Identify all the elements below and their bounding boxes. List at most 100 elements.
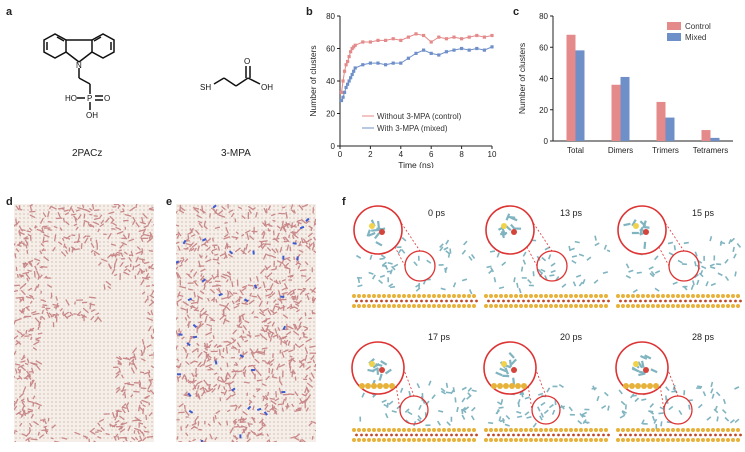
lattice-dot [217, 337, 219, 339]
lattice-dot [23, 217, 25, 219]
lattice-dot [181, 249, 183, 251]
lattice-dot [31, 289, 33, 291]
lattice-dot [15, 377, 17, 379]
molecule [28, 294, 35, 300]
lattice-dot [27, 389, 29, 391]
lattice-dot [257, 257, 259, 259]
molecule [135, 256, 139, 263]
lattice-dot [265, 237, 267, 239]
lattice-dot [43, 273, 45, 275]
lattice-dot [115, 385, 117, 387]
lattice-dot [83, 269, 85, 271]
molecule [140, 270, 146, 274]
lattice-dot [95, 393, 97, 395]
lattice-dot [71, 337, 73, 339]
lattice-dot [95, 229, 97, 231]
lattice-dot [67, 285, 69, 287]
lattice-dot [289, 233, 291, 235]
lattice-dot [185, 413, 187, 415]
lattice-dot [205, 409, 207, 411]
lattice-dot [39, 241, 41, 243]
lattice-dot [59, 257, 61, 259]
lattice-dot [87, 325, 89, 327]
lattice-dot [313, 309, 315, 311]
molecule [73, 223, 78, 227]
data-point [349, 76, 353, 80]
lattice-dot [51, 241, 53, 243]
lattice-dot [297, 337, 299, 339]
molecule [14, 243, 16, 246]
lattice-dot [115, 317, 117, 319]
lattice-dot [205, 405, 207, 407]
lattice-dot [119, 213, 121, 215]
lattice-dot [277, 301, 279, 303]
lattice-dot [127, 389, 129, 391]
lattice-dot [285, 249, 287, 251]
lattice-dot [127, 425, 129, 427]
lattice-dot [15, 433, 17, 435]
lattice-dot [205, 417, 207, 419]
lattice-dot [205, 385, 207, 387]
lattice-dot [147, 289, 149, 291]
category-label: Total [567, 146, 584, 155]
lattice-dot [115, 233, 117, 235]
lattice-dot [205, 309, 207, 311]
lattice-dot [35, 433, 37, 435]
molecule [303, 325, 309, 329]
lattice-dot [293, 341, 295, 343]
lattice-dot [95, 233, 97, 235]
lattice-dot [193, 261, 195, 263]
lattice-dot [217, 341, 219, 343]
molecule [15, 266, 18, 272]
lattice-dot [79, 413, 81, 415]
lattice-dot [39, 301, 41, 303]
lattice-dot [47, 337, 49, 339]
molecule [111, 268, 116, 275]
lattice-dot [289, 421, 291, 423]
lattice-dot [229, 325, 231, 327]
lattice-dot [115, 361, 117, 363]
lattice-dot [43, 209, 45, 211]
lattice-dot [177, 213, 179, 215]
lattice-dot [225, 233, 227, 235]
lattice-dot [151, 377, 153, 379]
lattice-dot [185, 225, 187, 227]
lattice-dot [119, 401, 121, 403]
lattice-dot [213, 405, 215, 407]
lattice-dot [119, 349, 121, 351]
lattice-dot [143, 273, 145, 275]
lattice-dot [23, 437, 25, 439]
lattice-dot [115, 301, 117, 303]
lattice-dot [309, 337, 311, 339]
category-label: Tetramers [693, 146, 729, 155]
molecule [145, 414, 148, 420]
lattice-dot [253, 245, 255, 247]
lattice-dot [67, 373, 69, 375]
lattice-dot [249, 269, 251, 271]
lattice-dot [201, 337, 203, 339]
lattice-dot [233, 437, 235, 439]
molecule [20, 398, 25, 402]
lattice-dot [147, 257, 149, 259]
lattice-dot [23, 397, 25, 399]
lattice-dot [95, 433, 97, 435]
lattice-dot [313, 417, 315, 419]
lattice-dot [43, 417, 45, 419]
lattice-dot [47, 393, 49, 395]
lattice-dot [313, 249, 315, 251]
molecule-3mpa-label: 3-MPA [221, 148, 251, 159]
lattice-dot [35, 301, 37, 303]
lattice-dot [309, 269, 311, 271]
lattice-dot [237, 317, 239, 319]
lattice-dot [245, 345, 247, 347]
molecule [276, 363, 281, 371]
lattice-dot [83, 405, 85, 407]
lattice-dot [23, 341, 25, 343]
lattice-dot [185, 345, 187, 347]
molecule [133, 363, 138, 370]
lattice-dot [135, 401, 137, 403]
lattice-dot [181, 221, 183, 223]
lattice-dot [91, 253, 93, 255]
lattice-dot [249, 321, 251, 323]
lattice-dot [249, 305, 251, 307]
